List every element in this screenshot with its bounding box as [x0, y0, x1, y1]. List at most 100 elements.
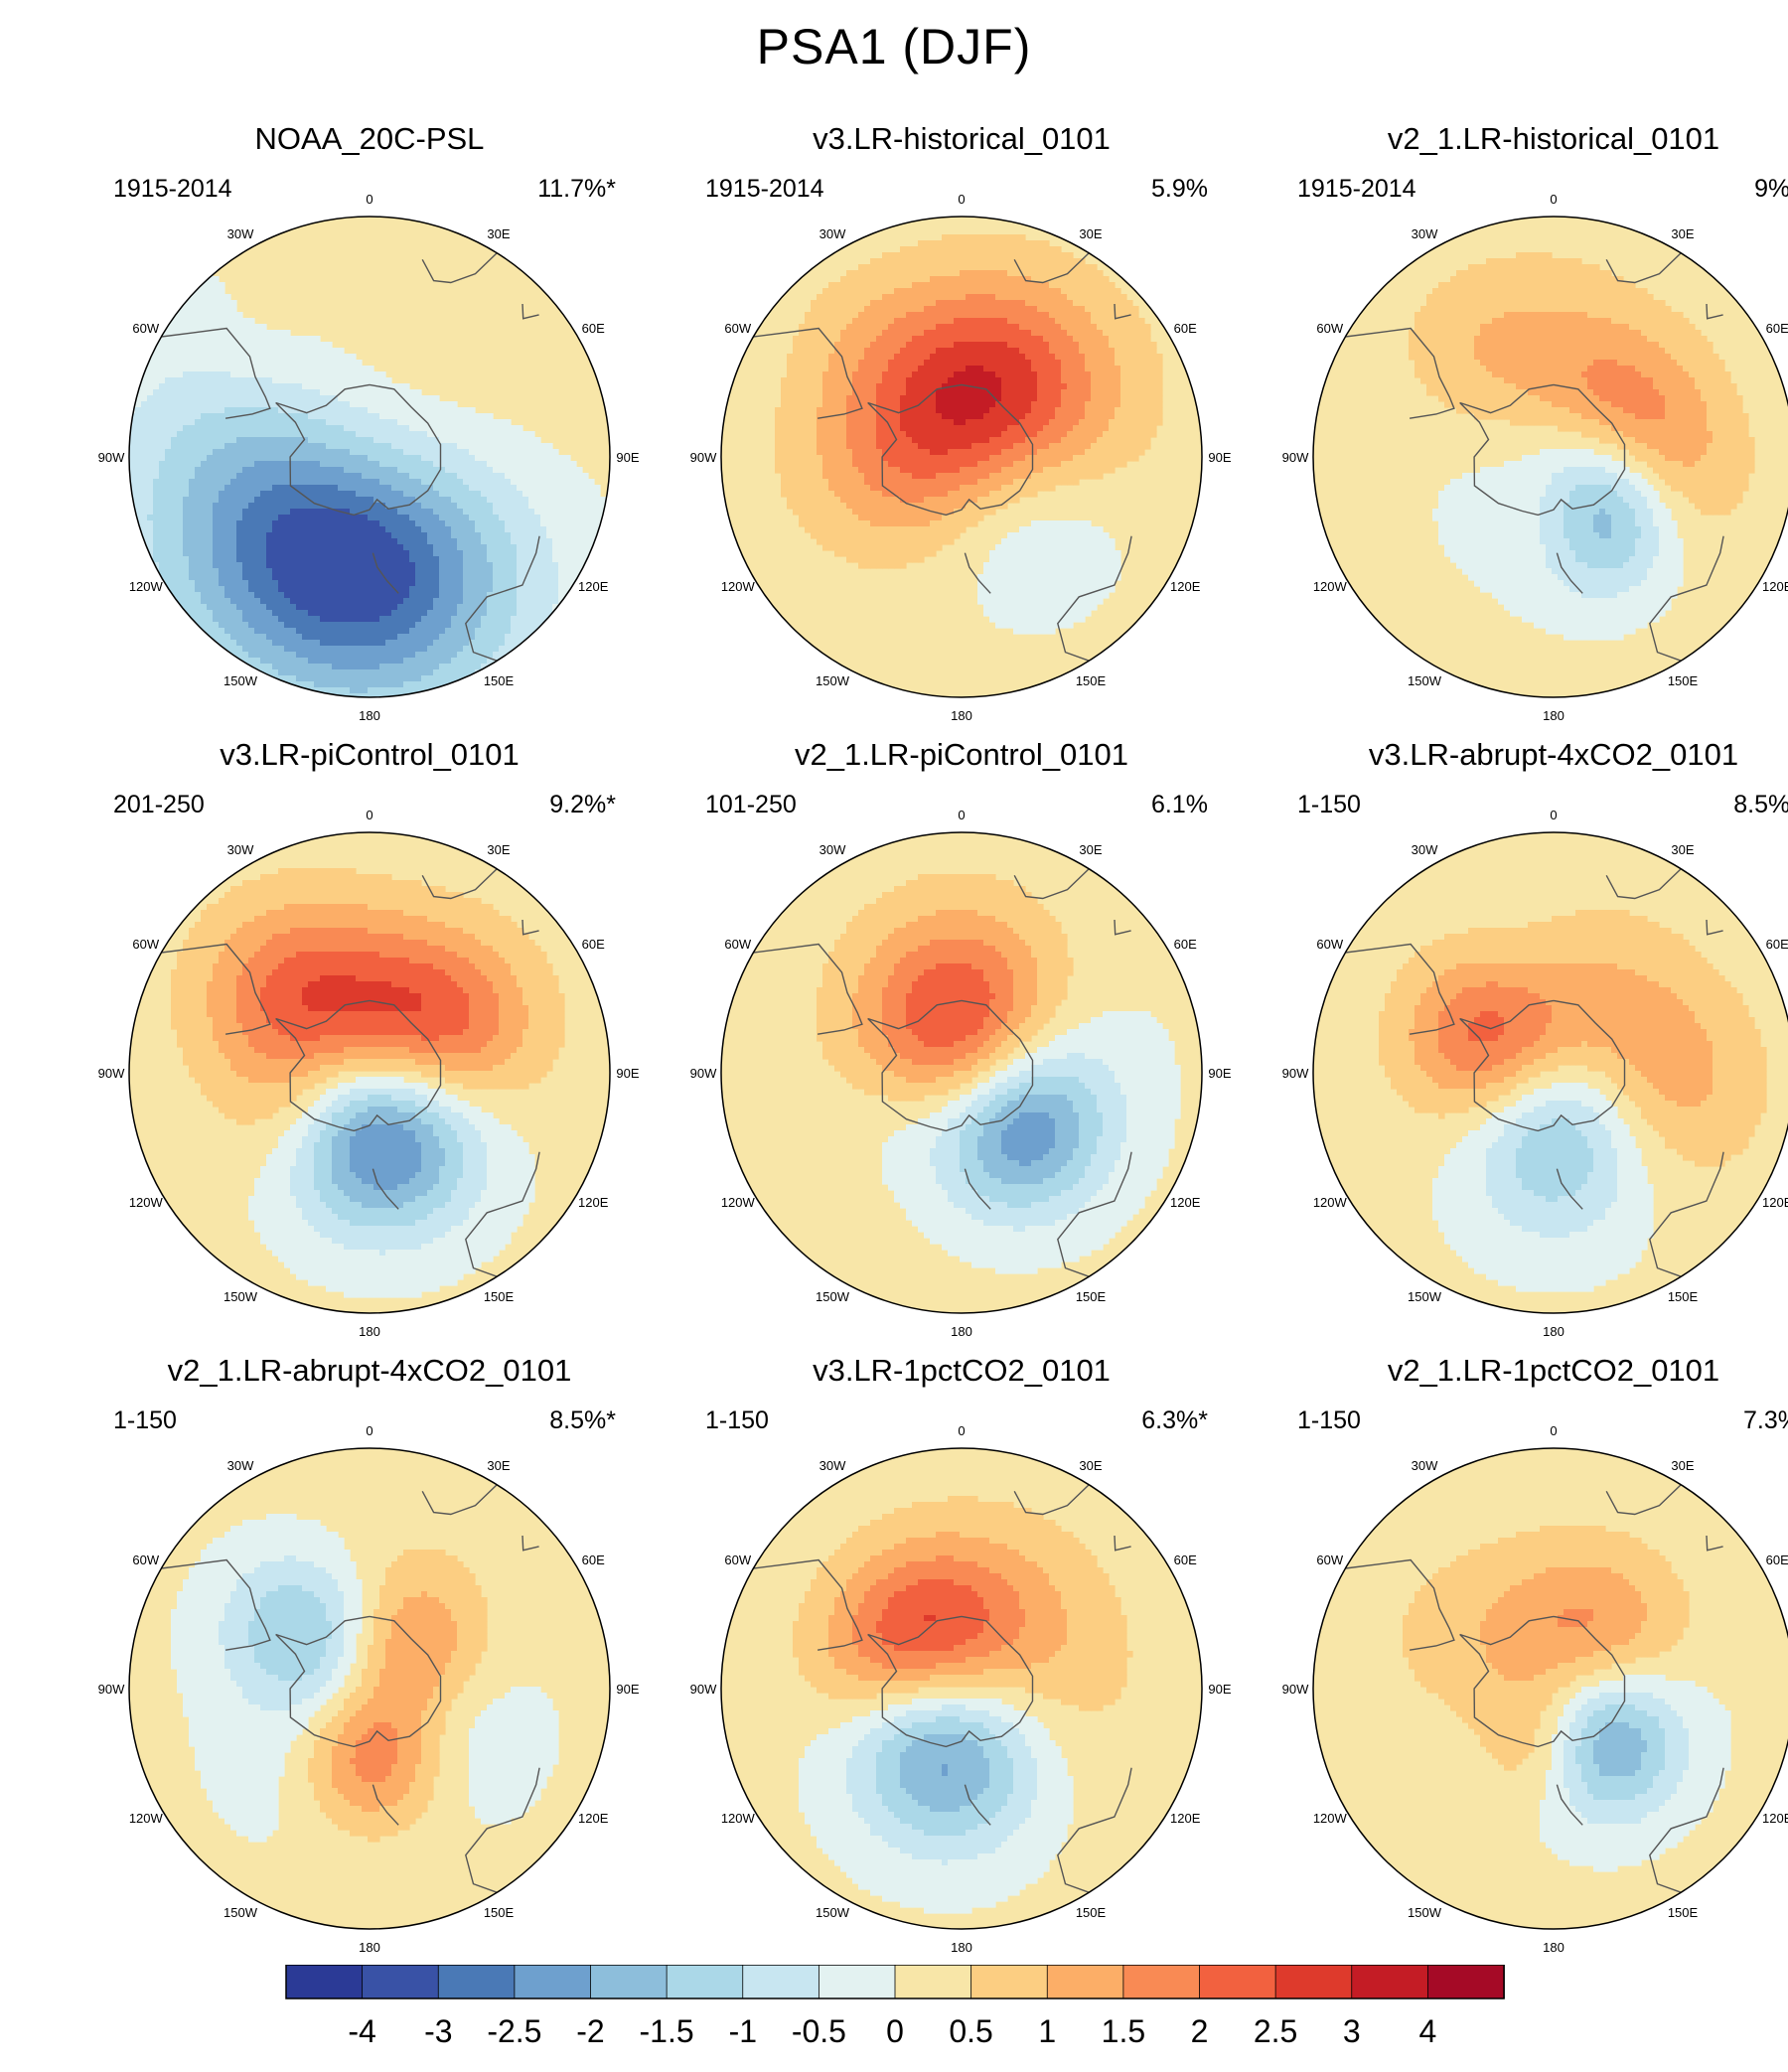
field-cell: [153, 377, 160, 384]
field-cell: [385, 544, 392, 551]
field-cell: [260, 598, 267, 605]
field-cell: [314, 586, 321, 593]
field-cell: [278, 383, 285, 390]
field-cell: [445, 491, 452, 498]
field-cell: [284, 503, 291, 510]
field-cell: [517, 520, 523, 527]
field-cell: [912, 282, 919, 289]
field-cell: [570, 562, 577, 569]
field-cell: [344, 550, 351, 557]
field-cell: [924, 324, 931, 331]
field-cell: [183, 556, 190, 563]
field-cell: [338, 371, 345, 378]
field-cell: [409, 425, 416, 432]
field-cell: [463, 562, 470, 569]
field-cell: [409, 652, 416, 659]
field-cell: [971, 324, 978, 331]
field-cell: [463, 526, 470, 533]
field-cell: [326, 509, 333, 516]
field-cell: [546, 568, 553, 575]
field-cell: [195, 562, 202, 569]
field-cell: [799, 366, 806, 372]
field-cell: [1085, 330, 1092, 337]
field-cell: [344, 509, 351, 516]
field-cell: [230, 467, 237, 474]
field-cell: [481, 473, 488, 480]
field-cell: [1031, 306, 1038, 313]
field-cell: [248, 437, 255, 444]
field-cell: [397, 556, 404, 563]
field-cell: [314, 515, 321, 521]
field-cell: [906, 306, 913, 313]
field-cell: [1097, 306, 1104, 313]
field-cell: [463, 658, 470, 665]
field-cell: [403, 628, 410, 635]
field-cell: [397, 532, 404, 539]
field-cell: [373, 526, 380, 533]
field-cell: [427, 413, 434, 420]
field-cell: [1061, 354, 1068, 361]
field-cell: [1079, 318, 1086, 325]
field-cell: [1013, 264, 1020, 271]
field-cell: [195, 288, 202, 295]
field-cell: [960, 318, 967, 325]
field-cell: [1085, 324, 1092, 331]
field-cell: [517, 485, 523, 492]
field-cell: [451, 616, 458, 623]
field-cell: [528, 598, 535, 605]
field-cell: [522, 455, 529, 462]
field-cell: [296, 675, 303, 682]
field-cell: [183, 491, 190, 498]
field-cell: [811, 330, 818, 337]
field-cell: [415, 550, 422, 557]
field-cell: [379, 544, 386, 551]
field-cell: [153, 562, 160, 569]
field-cell: [433, 622, 440, 629]
field-cell: [278, 389, 285, 396]
field-cell: [499, 628, 506, 635]
field-cell: [977, 300, 984, 307]
field-cell: [403, 544, 410, 551]
field-cell: [373, 431, 380, 438]
field-cell: [528, 437, 535, 444]
field-cell: [822, 360, 829, 367]
field-cell: [290, 455, 297, 462]
field-cell: [421, 401, 428, 408]
field-cell: [534, 568, 541, 575]
field-cell: [272, 377, 279, 384]
field-cell: [415, 604, 422, 611]
field-cell: [787, 366, 794, 372]
field-cell: [499, 491, 506, 498]
field-cell: [995, 318, 1002, 325]
field-cell: [1150, 342, 1157, 349]
field-cell: [284, 622, 291, 629]
field-cell: [236, 461, 243, 468]
field-cell: [846, 371, 853, 378]
field-cell: [427, 658, 434, 665]
field-cell: [876, 342, 883, 349]
field-cell: [439, 646, 446, 653]
field-cell: [481, 538, 488, 545]
field-cell: [266, 431, 273, 438]
field-cell: [493, 598, 500, 605]
field-cell: [177, 342, 184, 349]
field-cell: [135, 467, 142, 474]
field-cell: [195, 360, 202, 367]
field-cell: [356, 473, 363, 480]
field-cell: [385, 515, 392, 521]
field-cell: [1001, 246, 1008, 253]
field-cell: [326, 431, 333, 438]
field-cell: [290, 664, 297, 670]
field-cell: [326, 425, 333, 432]
field-cell: [409, 520, 416, 527]
field-cell: [487, 413, 494, 420]
field-cell: [1049, 354, 1056, 361]
field-cell: [546, 509, 553, 516]
field-cell: [332, 443, 339, 450]
field-cell: [236, 431, 243, 438]
field-cell: [1079, 306, 1086, 313]
field-cell: [248, 574, 255, 581]
field-cell: [517, 544, 523, 551]
field-cell: [522, 556, 529, 563]
field-cell: [552, 532, 559, 539]
